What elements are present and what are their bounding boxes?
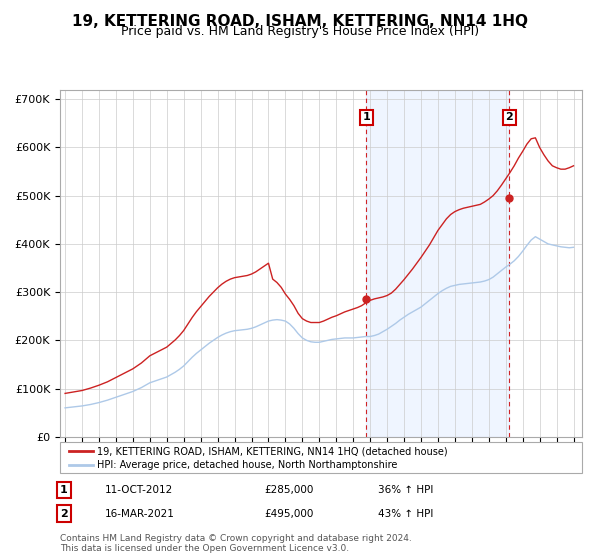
Text: 1: 1 <box>362 113 370 123</box>
Text: HPI: Average price, detached house, North Northamptonshire: HPI: Average price, detached house, Nort… <box>97 460 398 470</box>
Text: 2: 2 <box>60 508 68 519</box>
Text: 43% ↑ HPI: 43% ↑ HPI <box>378 508 433 519</box>
Text: 36% ↑ HPI: 36% ↑ HPI <box>378 485 433 495</box>
Text: 19, KETTERING ROAD, ISHAM, KETTERING, NN14 1HQ: 19, KETTERING ROAD, ISHAM, KETTERING, NN… <box>72 14 528 29</box>
Text: 16-MAR-2021: 16-MAR-2021 <box>105 508 175 519</box>
Text: 1: 1 <box>60 485 68 495</box>
Text: £495,000: £495,000 <box>264 508 313 519</box>
Text: £285,000: £285,000 <box>264 485 313 495</box>
Text: Contains HM Land Registry data © Crown copyright and database right 2024.
This d: Contains HM Land Registry data © Crown c… <box>60 534 412 553</box>
Text: 19, KETTERING ROAD, ISHAM, KETTERING, NN14 1HQ (detached house): 19, KETTERING ROAD, ISHAM, KETTERING, NN… <box>97 446 448 456</box>
Bar <box>367 90 509 437</box>
Text: 11-OCT-2012: 11-OCT-2012 <box>105 485 173 495</box>
Text: 2: 2 <box>505 113 513 123</box>
Text: Price paid vs. HM Land Registry's House Price Index (HPI): Price paid vs. HM Land Registry's House … <box>121 25 479 38</box>
